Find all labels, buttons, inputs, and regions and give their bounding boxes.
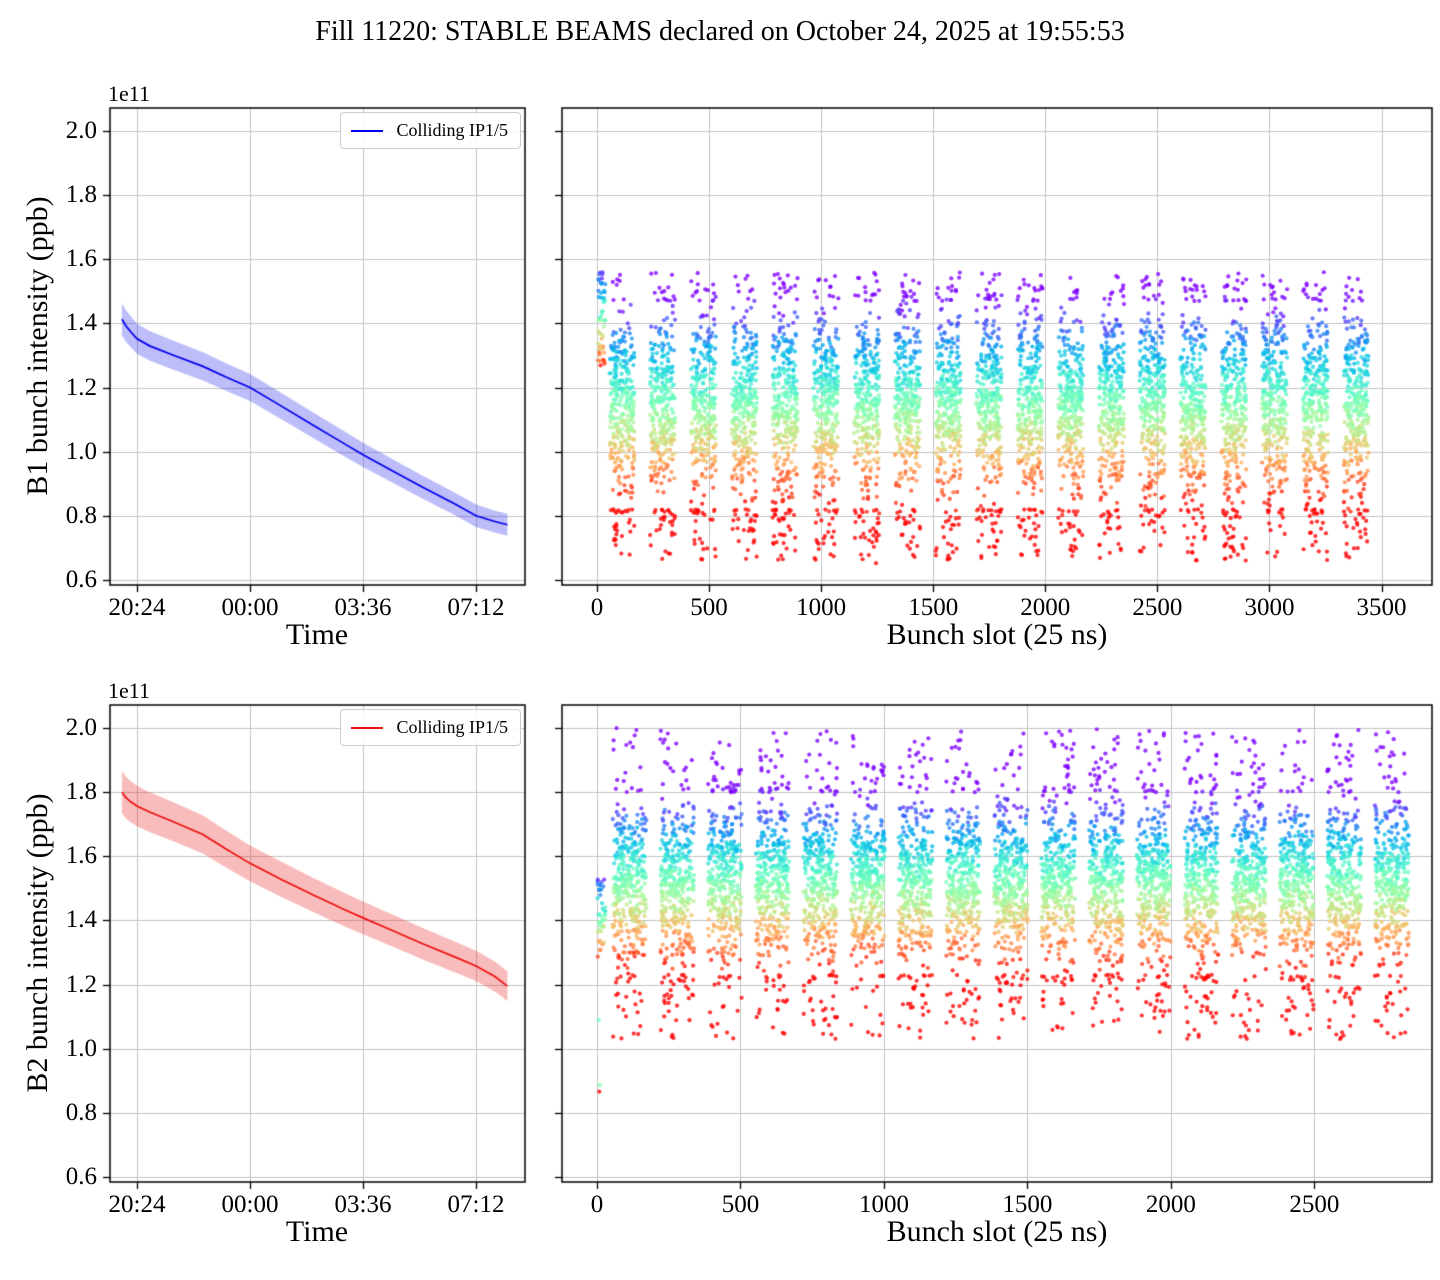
- b1-vs-time-ytick-0.6: 0.6: [65, 565, 97, 593]
- b1-vs-slot-xtick-3500: 3500: [1356, 594, 1407, 621]
- b1-vs-time-xtick-03:36: 03:36: [334, 594, 392, 621]
- b1-vs-time-ytick-1.2: 1.2: [65, 373, 97, 401]
- b2-vs-time-xtick-03:36: 03:36: [334, 1191, 392, 1218]
- b2-vs-time-ytick-1.2: 1.2: [65, 970, 97, 998]
- b1-time-y-axis-label: B1 bunch intensity (ppb): [21, 196, 54, 496]
- b1-vs-time-ytick-1.0: 1.0: [65, 437, 97, 465]
- legend-label-b1: Colliding IP1/5: [396, 120, 508, 140]
- b2-vs-time-ytick-0.6: 0.6: [65, 1162, 97, 1190]
- b2-vs-slot-xtick-1000: 1000: [858, 1191, 909, 1218]
- figure-title: Fill 11220: STABLE BEAMS declared on Oct…: [315, 16, 1125, 47]
- b1-slot-x-axis-label: Bunch slot (25 ns): [886, 618, 1108, 651]
- legend-line-sample-b1: [351, 129, 384, 132]
- b2-vs-slot-xtick-500: 500: [721, 1191, 760, 1218]
- b1-vs-time-ytick-2.0: 2.0: [65, 117, 97, 145]
- b2-vs-time-ytick-1.0: 1.0: [65, 1034, 97, 1062]
- b1-time-offset-text: 1e11: [108, 81, 150, 106]
- b2-vs-time-ytick-2.0: 2.0: [65, 714, 97, 742]
- b2-time-y-axis-label: B2 bunch intensity (ppb): [21, 793, 54, 1093]
- b1-vs-slot-xtick-1500: 1500: [908, 594, 959, 621]
- b1-time-x-axis-label: Time: [285, 618, 349, 651]
- b2-vs-time-ytick-1.6: 1.6: [65, 842, 97, 870]
- legend-b1: Colliding IP1/5: [340, 112, 521, 149]
- b1-vs-time-ytick-1.6: 1.6: [65, 245, 97, 273]
- legend-label-b2: Colliding IP1/5: [396, 717, 508, 737]
- legend-b2: Colliding IP1/5: [340, 709, 521, 746]
- b1-vs-slot-xtick-3000: 3000: [1244, 594, 1295, 621]
- b1-vs-time-xtick-20:24: 20:24: [108, 594, 166, 621]
- b2-vs-time-xtick-20:24: 20:24: [108, 1191, 166, 1218]
- b2-vs-slot-xtick-2000: 2000: [1145, 1191, 1196, 1218]
- b1-vs-slot-xtick-500: 500: [690, 594, 728, 621]
- b2-vs-slot-xtick-2500: 2500: [1289, 1191, 1340, 1218]
- b1-vs-slot-xtick-1000: 1000: [796, 594, 847, 621]
- b2-vs-slot-xtick-0: 0: [590, 1191, 604, 1218]
- legend-line-sample-b2: [351, 726, 384, 729]
- b1-vs-time-xtick-00:00: 00:00: [221, 594, 279, 621]
- b1-vs-time-ytick-1.4: 1.4: [65, 309, 97, 337]
- b2-vs-time-xtick-07:12: 07:12: [447, 1191, 505, 1218]
- b2-vs-time-ytick-1.8: 1.8: [65, 778, 97, 806]
- b2-time-x-axis-label: Time: [285, 1215, 349, 1248]
- b2-slot-x-axis-label: Bunch slot (25 ns): [886, 1215, 1108, 1248]
- b1-vs-slot-xtick-0: 0: [590, 594, 604, 621]
- b1-vs-slot-xtick-2000: 2000: [1020, 594, 1071, 621]
- b2-vs-time-xtick-00:00: 00:00: [221, 1191, 279, 1218]
- b1-vs-slot-xtick-2500: 2500: [1132, 594, 1183, 621]
- b1-vs-time-ytick-0.8: 0.8: [65, 501, 97, 529]
- b2-vs-time-ytick-1.4: 1.4: [65, 906, 97, 934]
- b1-vs-time-xtick-07:12: 07:12: [447, 594, 505, 621]
- b1-vs-time-ytick-1.8: 1.8: [65, 181, 97, 209]
- b2-time-offset-text: 1e11: [108, 678, 150, 703]
- b2-vs-slot-xtick-1500: 1500: [1002, 1191, 1053, 1218]
- b2-vs-time-ytick-0.8: 0.8: [65, 1098, 97, 1126]
